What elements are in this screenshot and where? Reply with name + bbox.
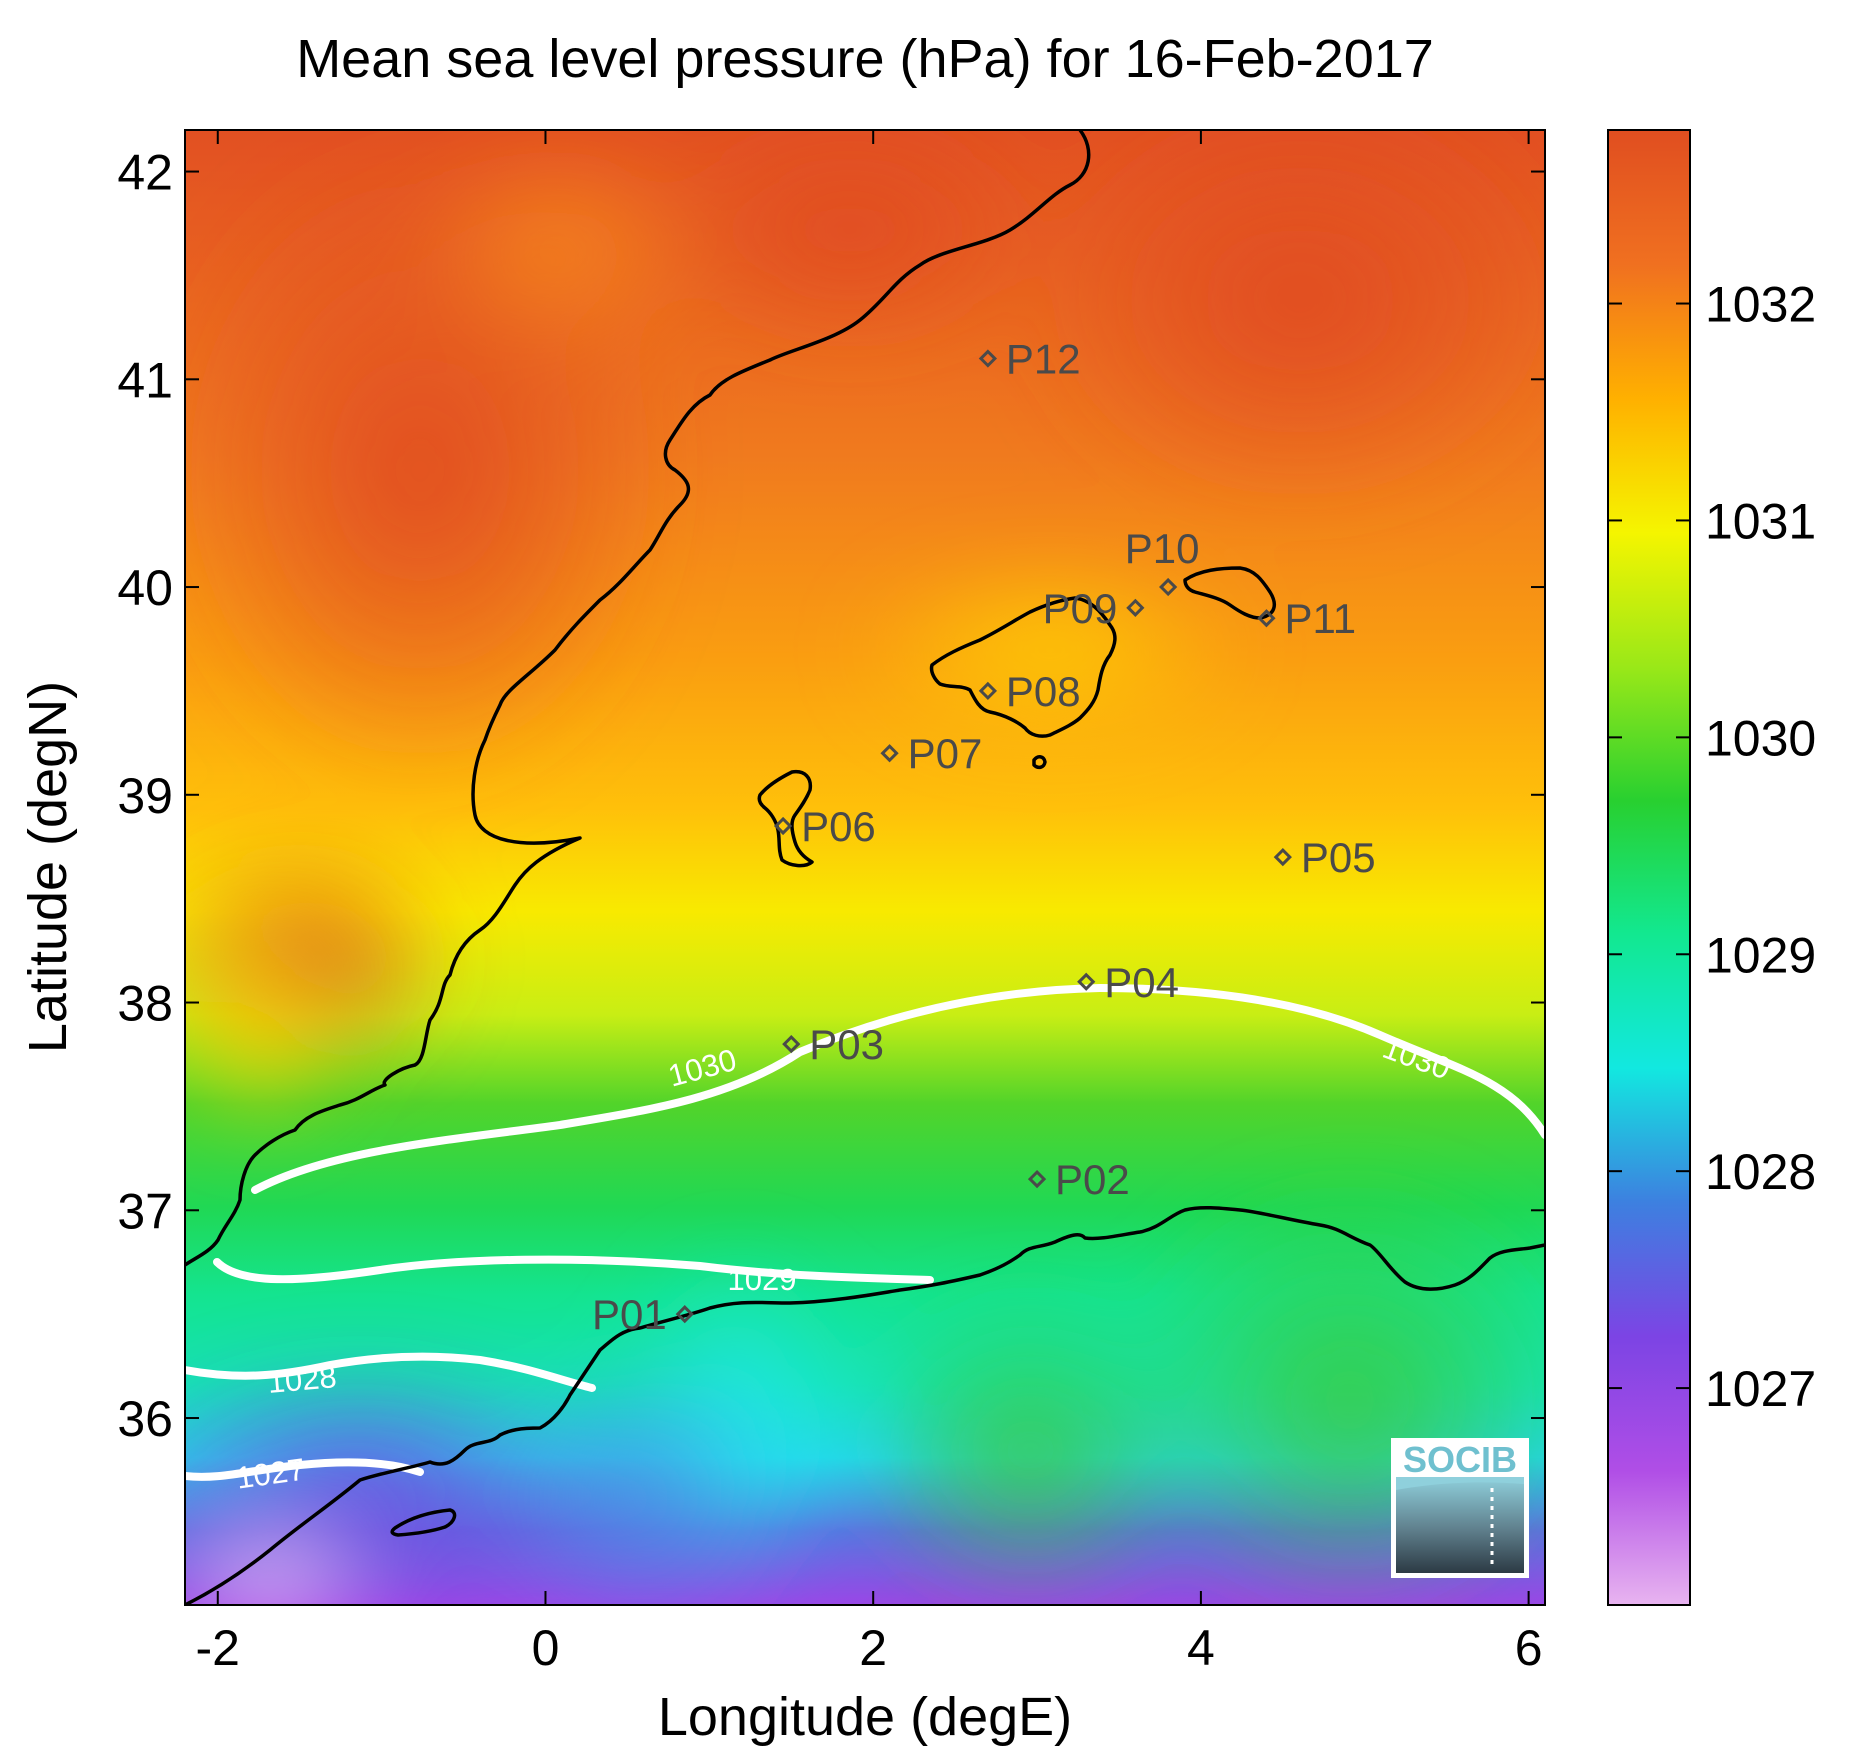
station-p03: P03 — [782, 1021, 884, 1068]
isobar-1030 — [251, 983, 1545, 1194]
socib-logo: SOCIB — [1391, 1438, 1529, 1578]
station-p08: P08 — [978, 668, 1081, 715]
station-label: P02 — [1055, 1156, 1130, 1203]
station-marker — [782, 1034, 801, 1054]
colorbar-tick-label: 1029 — [1705, 927, 1816, 983]
x-axis-ticks: -2 0 2 4 6 — [196, 130, 1543, 1676]
colorbar-ticks: 1027 1028 1029 1030 1031 1032 — [1608, 277, 1816, 1417]
y-tick-label: 42 — [117, 145, 173, 201]
ibiza-coastline — [757, 769, 814, 868]
station-p04: P04 — [1077, 959, 1179, 1006]
african-coastline — [185, 1205, 1545, 1605]
colorbar-tick-label: 1030 — [1705, 710, 1816, 766]
y-axis-label: Latitude (degN) — [18, 681, 78, 1053]
station-marker — [978, 349, 998, 368]
station-p06: P06 — [773, 803, 876, 850]
chart-title: Mean sea level pressure (hPa) for 16-Feb… — [296, 29, 1434, 89]
station-p10: P10 — [1125, 525, 1200, 597]
x-tick-label: -2 — [196, 1620, 240, 1676]
logo-text: SOCIB — [1403, 1439, 1517, 1480]
isobar-label-1029: 1029 — [728, 1262, 797, 1297]
colorbar-tick-label: 1031 — [1705, 493, 1816, 549]
isobar-label-1028: 1028 — [266, 1359, 338, 1400]
x-tick-label: 4 — [1187, 1620, 1215, 1676]
logo-wave — [1396, 1477, 1524, 1490]
station-label: P05 — [1301, 834, 1376, 881]
cabrera-coastline — [1032, 755, 1047, 770]
station-marker — [978, 681, 998, 701]
station-label: P01 — [592, 1291, 667, 1338]
iberian-coastline — [185, 130, 1091, 1267]
x-tick-label: 6 — [1515, 1620, 1543, 1676]
alboran-island-coastline — [390, 1508, 457, 1537]
y-tick-label: 40 — [117, 560, 173, 616]
pressure-anomalies — [185, 130, 1545, 1605]
y-tick-label: 38 — [117, 976, 173, 1032]
station-marker — [1273, 847, 1292, 867]
y-axis-ticks: 36 37 38 39 40 41 42 — [117, 145, 1545, 1447]
y-tick-label: 36 — [117, 1391, 173, 1447]
station-p12: P12 — [978, 336, 1081, 383]
station-label: P07 — [908, 730, 983, 777]
station-label: P12 — [1006, 336, 1081, 383]
station-p01: P01 — [592, 1291, 694, 1338]
station-marker — [1126, 598, 1145, 617]
plot-frame — [184, 129, 1546, 1606]
station-marker — [1077, 972, 1096, 991]
x-tick-label: 0 — [532, 1620, 560, 1676]
station-marker — [675, 1305, 694, 1324]
station-p02: P02 — [1027, 1156, 1130, 1203]
station-label: P10 — [1125, 525, 1200, 572]
colorbar-tick-label: 1032 — [1705, 277, 1816, 333]
station-marker — [1159, 577, 1178, 597]
station-marker — [1257, 609, 1276, 628]
station-label: P08 — [1006, 668, 1081, 715]
isobar-1027 — [185, 1458, 424, 1481]
station-p09: P09 — [1043, 585, 1145, 632]
x-tick-label: 2 — [859, 1620, 887, 1676]
coastlines — [185, 130, 1545, 1605]
logo-image — [1396, 1477, 1524, 1573]
isobar-1029 — [213, 1255, 934, 1284]
isobars — [185, 983, 1545, 1481]
station-label: P03 — [809, 1021, 884, 1068]
colorbar: 1027 1028 1029 1030 1031 1032 — [1607, 129, 1816, 1606]
isobar-1028 — [185, 1352, 596, 1392]
station-marker — [773, 816, 793, 836]
station-marker — [1027, 1169, 1047, 1189]
x-axis-label: Longitude (degE) — [658, 1687, 1072, 1747]
station-label: P06 — [801, 803, 876, 850]
y-tick-label: 39 — [117, 768, 173, 824]
station-p05: P05 — [1273, 834, 1376, 881]
y-tick-label: 37 — [117, 1183, 173, 1239]
colorbar-scale — [1607, 129, 1691, 1606]
mallorca-coastline — [929, 596, 1117, 738]
station-p11: P11 — [1257, 595, 1356, 642]
station-label: P04 — [1104, 959, 1179, 1006]
station-p07: P07 — [880, 730, 983, 777]
colorbar-tick-label: 1027 — [1705, 1361, 1816, 1417]
y-tick-label: 41 — [117, 352, 173, 408]
station-label: P11 — [1284, 595, 1356, 642]
station-marker — [880, 744, 899, 763]
station-label: P09 — [1043, 585, 1118, 632]
colorbar-tick-label: 1028 — [1705, 1144, 1816, 1200]
plot-area: 1030 1030 1029 1028 1027 P01P02P03P04P05… — [185, 130, 1545, 1605]
